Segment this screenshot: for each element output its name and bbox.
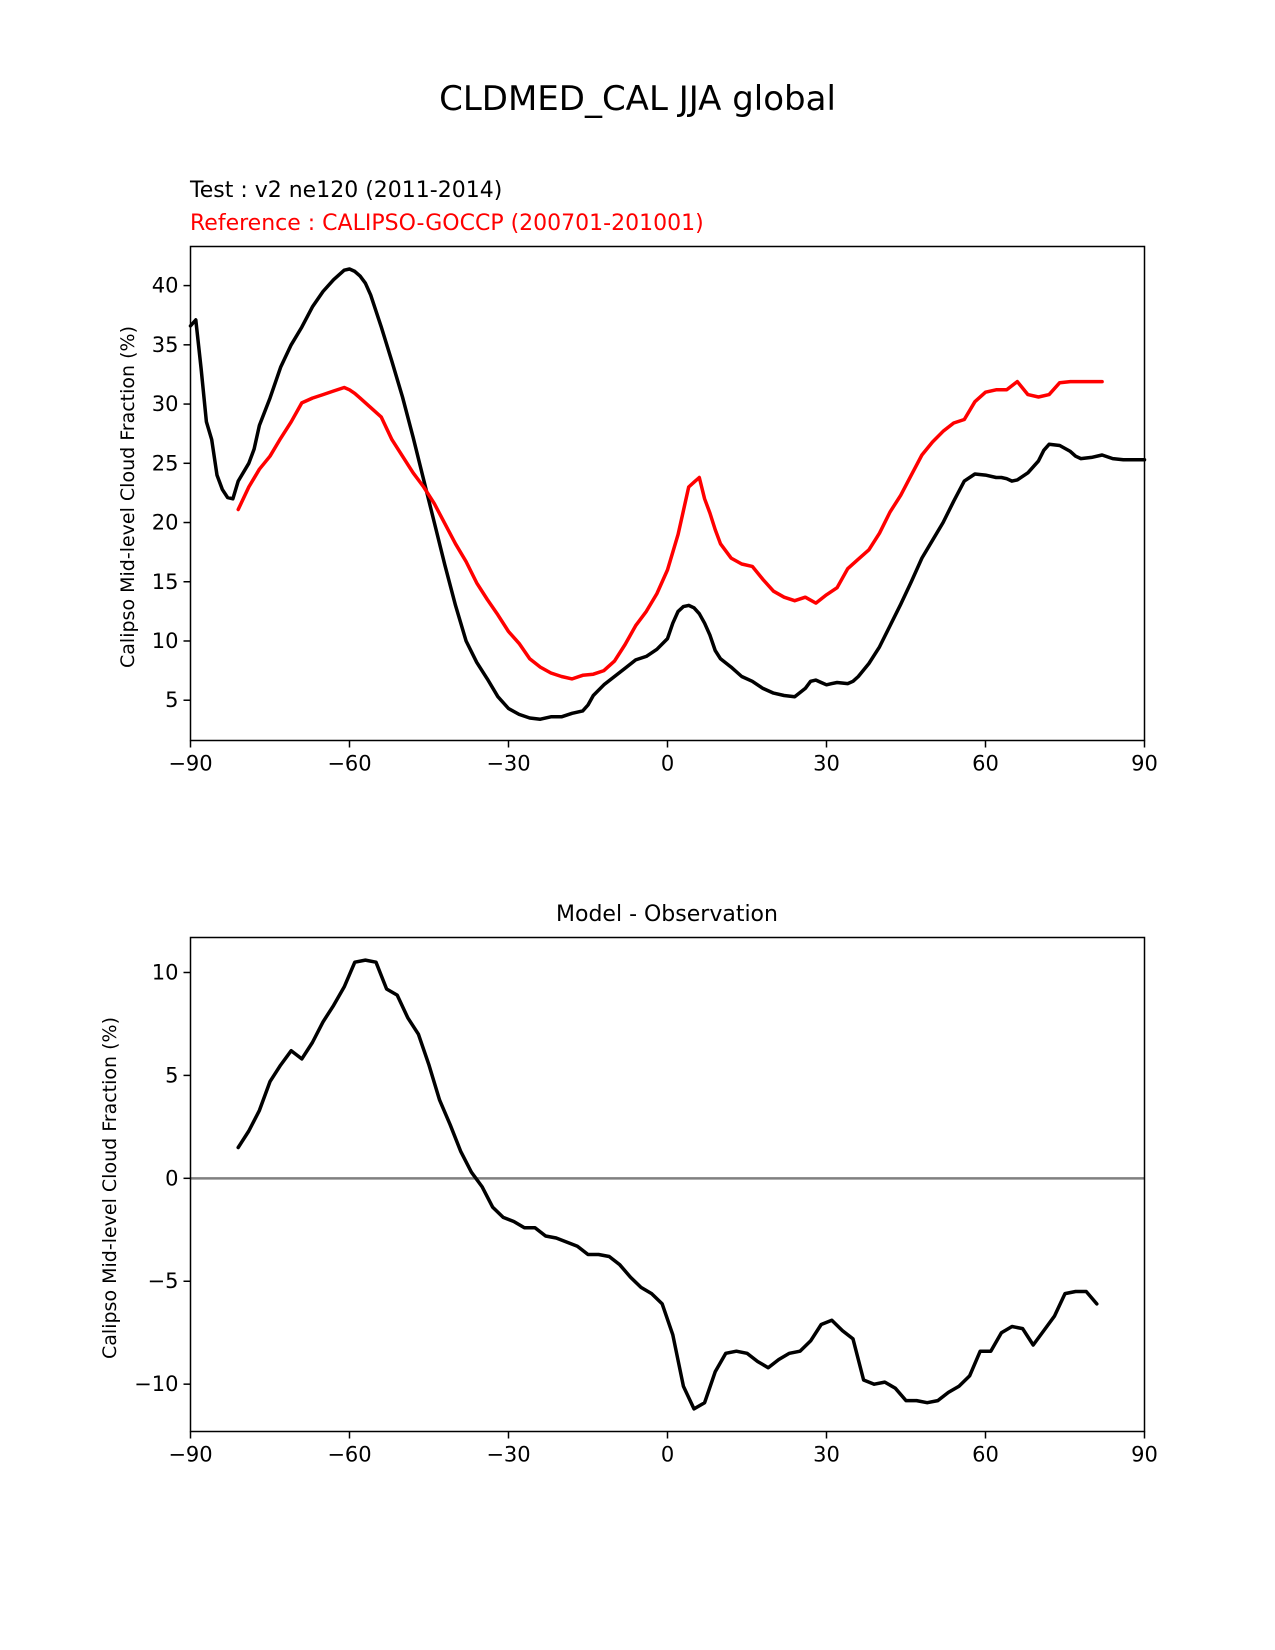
top-y-tick-label: 5: [165, 688, 178, 712]
top-y-tick-label: 20: [152, 511, 179, 535]
bottom-y-tick-label: 0: [165, 1166, 178, 1190]
figure-title: CLDMED_CAL JJA global: [439, 79, 836, 119]
top-plot-frame: [189, 245, 1146, 742]
bottom-series-difference: [236, 958, 1099, 1411]
top-x-tick-label: 90: [1131, 752, 1158, 776]
top-plot-area: −90 −60 −30 0 30 60 90 5 10 15 20 25 30 35 40: [152, 267, 1158, 776]
top-series-test: [188, 267, 1147, 721]
top-x-tick-label: 60: [972, 752, 999, 776]
bottom-y-axis-label: Calipso Mid-level Cloud Fraction (%): [99, 1017, 121, 1359]
top-x-tick-label: 30: [813, 752, 840, 776]
top-x-tick-label: 0: [661, 752, 674, 776]
bottom-y-tick-label: −10: [134, 1372, 178, 1396]
bottom-x-tick-label: −30: [486, 1443, 530, 1467]
top-x-tick-label: −30: [486, 752, 530, 776]
top-y-tick-label: 35: [152, 333, 179, 357]
test-label: Test : v2 ne120 (2011-2014): [189, 178, 502, 203]
bottom-x-tick-label: 90: [1131, 1443, 1158, 1467]
top-y-axis-label: Calipso Mid-level Cloud Fraction (%): [117, 326, 139, 668]
bottom-y-tick-label: 5: [165, 1063, 178, 1087]
bottom-plot-area: −90 −60 −30 0 30 60 90 −10 −5 0 5 10: [134, 958, 1158, 1467]
top-y-tick-label: 10: [152, 629, 179, 653]
bottom-x-tick-label: −90: [168, 1443, 212, 1467]
bottom-y-tick-label: −5: [148, 1269, 179, 1293]
top-series-reference: [236, 379, 1104, 681]
top-y-tick-label: 30: [152, 392, 179, 416]
top-x-tick-label: −60: [327, 752, 371, 776]
bottom-x-tick-label: 60: [972, 1443, 999, 1467]
top-y-tick-label: 25: [152, 451, 179, 475]
bottom-y-tick-label: 10: [152, 960, 179, 984]
top-x-tick-label: −90: [168, 752, 212, 776]
top-y-tick-label: 40: [152, 274, 179, 298]
reference-label: Reference : CALIPSO-GOCCP (200701-201001…: [190, 211, 704, 236]
bottom-x-tick-label: −60: [327, 1443, 371, 1467]
top-y-tick-label: 15: [152, 570, 179, 594]
bottom-plot-frame: [189, 936, 1146, 1433]
bottom-x-tick-label: 0: [661, 1443, 674, 1467]
bottom-x-tick-label: 30: [813, 1443, 840, 1467]
difference-title: Model - Observation: [556, 902, 778, 927]
